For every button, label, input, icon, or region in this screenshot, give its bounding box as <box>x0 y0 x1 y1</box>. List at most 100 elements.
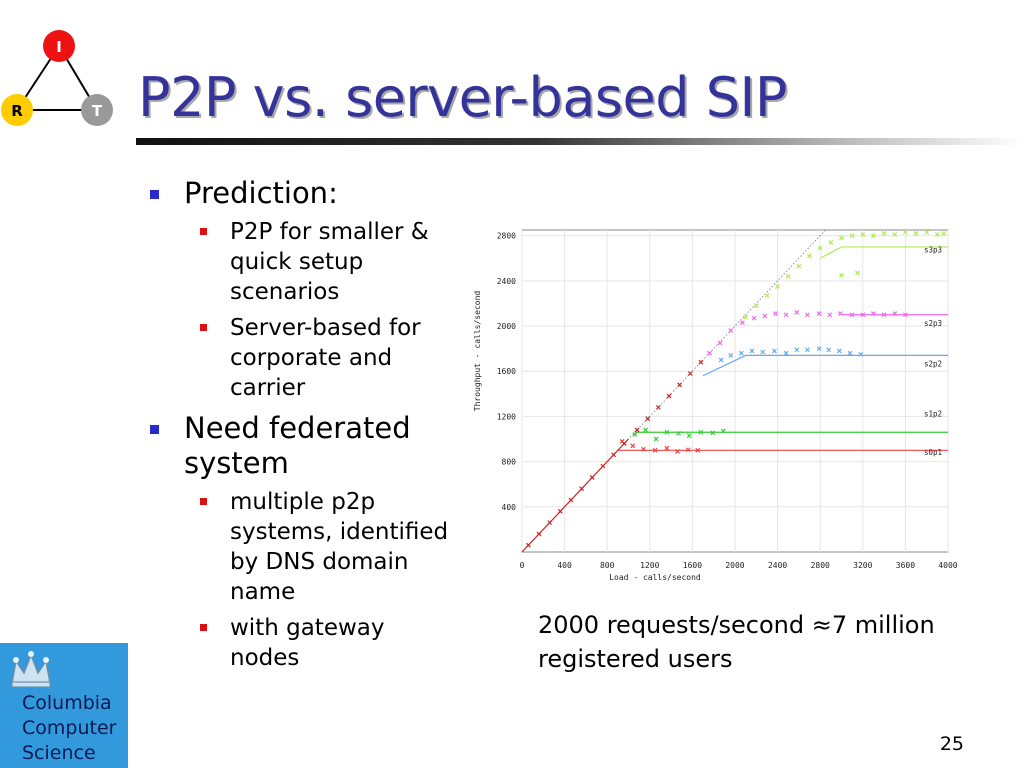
data-point <box>525 542 531 548</box>
data-point <box>664 445 670 451</box>
bullet-text: Prediction: <box>184 176 338 210</box>
bullet-list: Prediction: P2P for smaller & quick setu… <box>150 176 460 681</box>
data-point <box>881 312 887 318</box>
x-tick-label: 3200 <box>853 561 872 570</box>
y-axis-label: Throughput - calls/second <box>473 291 482 412</box>
data-point <box>828 240 834 245</box>
series-label: s0p1 <box>924 448 942 457</box>
data-point <box>720 428 726 434</box>
bullet-federated: Need federated system multiple p2p syste… <box>150 411 460 673</box>
data-point <box>640 446 646 452</box>
columbia-logo-text: Columbia Computer Science <box>22 692 117 764</box>
sub-bullet-list: multiple p2p systems, identified by DNS … <box>184 487 460 673</box>
data-point <box>611 452 617 458</box>
data-point <box>838 311 843 317</box>
throughput-chart: 0 400 800 1200 1600 2000 2400 2800 3200 3600 4000 4… <box>473 229 958 582</box>
data-point <box>743 314 749 320</box>
x-tick-label: 2000 <box>725 561 744 570</box>
logo-node-t <box>81 94 113 126</box>
data-point <box>753 303 759 309</box>
irt-logo: I R T <box>1 30 113 126</box>
data-point <box>849 233 855 239</box>
data-point <box>871 311 876 317</box>
data-point <box>816 346 822 352</box>
data-point <box>855 270 860 276</box>
data-point <box>600 463 606 469</box>
logo-node-r <box>1 94 33 126</box>
y-tick-label: 1200 <box>497 412 516 421</box>
data-point <box>621 441 627 446</box>
data-point <box>836 348 842 354</box>
x-tick-label: 2400 <box>768 561 787 570</box>
data-point <box>783 350 789 356</box>
data-point <box>934 232 940 237</box>
x-tick-label: 1600 <box>683 561 702 570</box>
series-line <box>819 246 948 259</box>
series-label: s2p3 <box>924 319 942 328</box>
chart-caption: 2000 requests/second ≈7 million register… <box>538 611 935 673</box>
data-point <box>685 447 691 453</box>
page-number: 25 <box>939 733 964 755</box>
data-point <box>740 320 745 326</box>
data-point <box>871 233 876 239</box>
title-divider <box>136 138 1024 145</box>
data-point <box>710 430 716 436</box>
data-point <box>707 350 712 356</box>
series-line <box>702 354 948 377</box>
data-point <box>860 312 866 318</box>
data-point <box>839 272 844 278</box>
crown-icon <box>11 651 51 688</box>
data-point <box>764 293 770 298</box>
slide-title: P2P vs. server-based SIP <box>138 66 787 129</box>
x-tick-label: 800 <box>600 561 615 570</box>
data-point <box>717 340 723 346</box>
data-point <box>698 359 704 365</box>
data-point <box>773 311 778 317</box>
data-point <box>695 447 701 453</box>
logo-node-i <box>43 30 75 62</box>
data-point <box>630 443 636 449</box>
data-point <box>762 313 768 319</box>
data-point <box>643 427 648 433</box>
data-point <box>568 497 574 503</box>
data-point <box>807 253 812 259</box>
sub-bullet: multiple p2p systems, identified by DNS … <box>184 487 460 607</box>
data-point <box>881 230 887 236</box>
data-point <box>794 310 800 315</box>
data-point <box>804 312 810 318</box>
data-point <box>675 449 680 454</box>
data-point <box>652 447 658 453</box>
data-point <box>839 235 844 241</box>
data-point <box>924 229 930 235</box>
data-point <box>589 475 595 480</box>
bullet-text: Need federated system <box>184 411 411 480</box>
y-tick-label: 2000 <box>497 322 516 331</box>
x-axis-label: Load - calls/second <box>609 573 701 582</box>
data-point <box>941 230 947 236</box>
data-point <box>655 404 661 410</box>
data-point <box>738 350 744 356</box>
data-point <box>771 348 777 354</box>
data-point <box>847 350 853 356</box>
x-tick-label: 2800 <box>811 561 830 570</box>
data-point <box>536 531 542 537</box>
data-point <box>783 312 789 318</box>
data-point <box>860 232 866 237</box>
data-point <box>775 284 781 289</box>
data-point <box>892 232 898 237</box>
y-tick-label: 1600 <box>497 367 516 376</box>
data-point <box>902 312 908 318</box>
data-point <box>686 433 692 439</box>
data-point <box>913 230 919 236</box>
sub-bullet: with gateway nodes <box>184 613 460 673</box>
logo-label-i: I <box>56 38 62 56</box>
data-point <box>698 429 704 435</box>
data-point <box>827 312 833 318</box>
x-tick-label: 400 <box>557 561 572 570</box>
y-tick-label: 2400 <box>497 277 516 286</box>
sub-bullet: Server-based for corporate and carrier <box>184 313 460 403</box>
data-point <box>794 347 800 353</box>
bullet-prediction: Prediction: P2P for smaller & quick setu… <box>150 176 460 403</box>
data-point <box>751 315 757 321</box>
logo-label-t: T <box>92 102 103 120</box>
